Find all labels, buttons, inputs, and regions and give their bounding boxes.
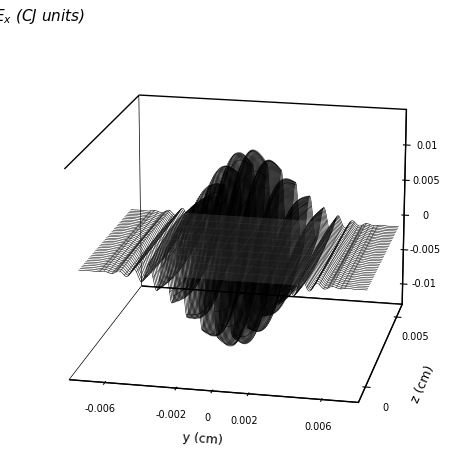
Y-axis label: z (cm): z (cm)	[410, 363, 437, 404]
Text: $E_x$ (CJ units): $E_x$ (CJ units)	[0, 7, 85, 26]
X-axis label: y (cm): y (cm)	[182, 431, 223, 447]
